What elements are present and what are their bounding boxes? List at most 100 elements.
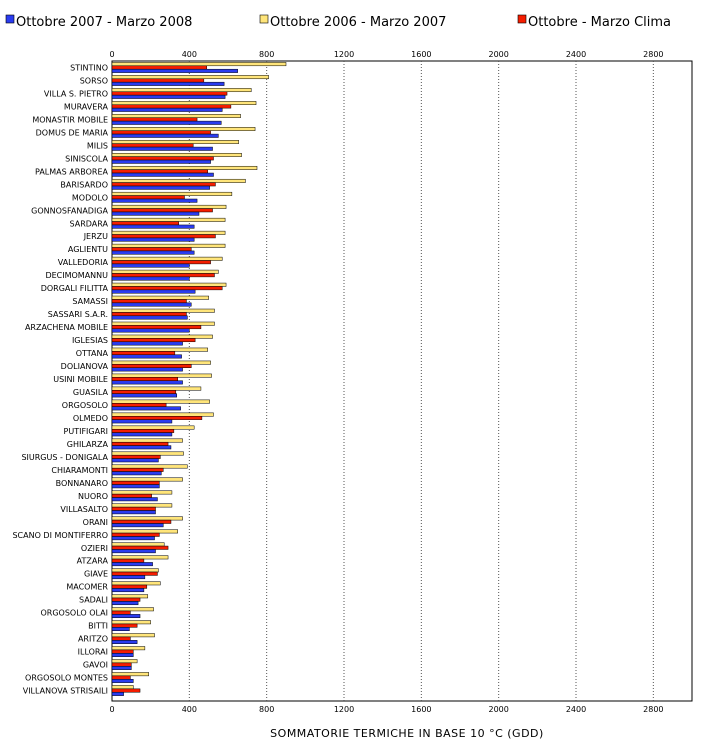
bar-series-3-1 <box>111 78 205 83</box>
bar-series-2-12 <box>111 217 226 222</box>
bar-series-3-6 <box>111 143 194 148</box>
bar-series-3-7 <box>111 156 214 161</box>
x-tick-label-bottom-400: 400 <box>182 705 197 714</box>
bar-series-1-28 <box>111 432 173 437</box>
bar-series-3-22 <box>111 351 176 356</box>
bar-series-3-19 <box>111 312 187 317</box>
category-label-46: GAVOI <box>83 661 108 670</box>
category-label-32: BONNANARO <box>56 479 108 488</box>
bar-series-3-32 <box>111 480 160 485</box>
bar-series-2-2 <box>111 88 252 93</box>
category-label-34: VILLASALTO <box>60 505 108 514</box>
bar-series-1-24 <box>111 380 183 385</box>
bar-series-1-30 <box>111 458 159 463</box>
bar-series-2-17 <box>111 282 227 287</box>
bar-series-1-2 <box>111 94 226 99</box>
category-label-26: ORGOSOLO <box>62 401 108 410</box>
category-label-5: DOMUS DE MARIA <box>36 128 109 137</box>
bar-series-2-7 <box>111 153 242 157</box>
bar-series-2-45 <box>111 646 146 651</box>
category-label-47: ORGOSOLO MONTES <box>25 674 108 683</box>
bar-series-3-21 <box>111 338 196 343</box>
category-label-17: DORGALI FILITTA <box>41 284 109 293</box>
legend-swatch-series-1 <box>5 14 15 24</box>
category-label-42: ORGOSOLO OLAI <box>40 609 108 618</box>
bar-series-1-18 <box>111 302 192 307</box>
bar-series-1-20 <box>111 328 190 333</box>
bar-series-1-26 <box>111 406 181 411</box>
bar-series-1-0 <box>111 68 238 73</box>
bar-series-2-10 <box>111 191 233 196</box>
bar-series-3-30 <box>111 454 161 459</box>
bar-series-1-32 <box>111 484 160 489</box>
bar-series-1-13 <box>111 237 195 242</box>
bar-series-2-32 <box>111 477 183 482</box>
bar-series-1-45 <box>111 653 134 657</box>
category-label-7: SINISCOLA <box>65 154 108 163</box>
x-tick-label-bottom-2000: 2000 <box>488 705 508 714</box>
bar-series-2-24 <box>111 373 212 378</box>
bar-series-1-8 <box>111 172 214 177</box>
category-label-38: ATZARA <box>77 557 109 566</box>
x-tick-label-bottom-800: 800 <box>259 705 274 714</box>
bar-series-2-3 <box>111 101 257 105</box>
category-label-43: BITTI <box>88 622 108 631</box>
bar-series-1-47 <box>111 679 134 683</box>
bar-series-2-20 <box>111 321 215 326</box>
bar-series-3-42 <box>111 610 131 615</box>
category-label-14: AGLIENTU <box>68 245 108 254</box>
bar-series-2-21 <box>111 334 213 339</box>
bar-series-1-9 <box>111 185 210 190</box>
bar-series-2-37 <box>111 542 165 547</box>
category-label-29: GHILARZA <box>67 440 109 449</box>
bar-series-2-22 <box>111 347 208 352</box>
bar-series-2-48 <box>111 685 134 690</box>
bar-series-2-16 <box>111 269 219 274</box>
category-label-10: MODOLO <box>72 193 108 202</box>
bar-series-1-19 <box>111 315 188 320</box>
bar-series-3-48 <box>111 688 141 693</box>
bar-series-2-18 <box>111 295 209 300</box>
category-label-22: OTTANA <box>76 349 109 358</box>
bar-series-2-23 <box>111 360 211 365</box>
x-tick-label-top-2800: 2800 <box>643 50 663 59</box>
category-label-3: MURAVERA <box>64 102 109 111</box>
bar-series-3-9 <box>111 182 216 187</box>
bar-series-1-14 <box>111 250 195 255</box>
bar-series-1-36 <box>111 536 155 541</box>
bar-series-3-41 <box>111 597 141 602</box>
bar-series-1-21 <box>111 341 183 346</box>
bar-series-3-36 <box>111 532 160 537</box>
bar-series-1-38 <box>111 562 153 567</box>
bar-series-1-17 <box>111 289 196 294</box>
category-label-40: MACOMER <box>66 583 108 592</box>
legend: Ottobre 2007 - Marzo 2008 Ottobre 2006 -… <box>5 14 671 30</box>
bar-series-2-30 <box>111 451 184 456</box>
category-label-18: SAMASSI <box>72 297 108 306</box>
category-label-44: ARITZO <box>78 635 108 644</box>
category-label-27: OLMEDO <box>73 414 108 423</box>
bar-series-1-27 <box>111 419 173 424</box>
legend-label-series-1: Ottobre 2007 - Marzo 2008 <box>16 15 192 30</box>
bar-series-3-17 <box>111 286 223 291</box>
bar-series-3-4 <box>111 117 198 122</box>
bar-series-3-0 <box>111 65 207 70</box>
bar-series-3-24 <box>111 377 178 381</box>
bar-series-3-28 <box>111 428 175 433</box>
plot-area: 0 0 400 400 800 800 1200 1200 1600 1600 2000 2000 24… <box>12 50 693 714</box>
category-label-41: SADALI <box>79 596 108 605</box>
bar-series-1-31 <box>111 471 162 476</box>
bar-series-3-45 <box>111 649 134 654</box>
bar-series-2-27 <box>111 412 214 417</box>
bar-series-2-6 <box>111 140 239 144</box>
bar-series-3-15 <box>111 260 211 265</box>
bar-series-2-39 <box>111 568 159 573</box>
category-label-45: ILLORAI <box>78 648 108 657</box>
bar-series-2-38 <box>111 555 169 560</box>
bar-series-3-33 <box>111 493 152 498</box>
bar-series-1-6 <box>111 146 213 151</box>
bar-series-3-10 <box>111 195 185 200</box>
bar-series-2-19 <box>111 308 215 313</box>
